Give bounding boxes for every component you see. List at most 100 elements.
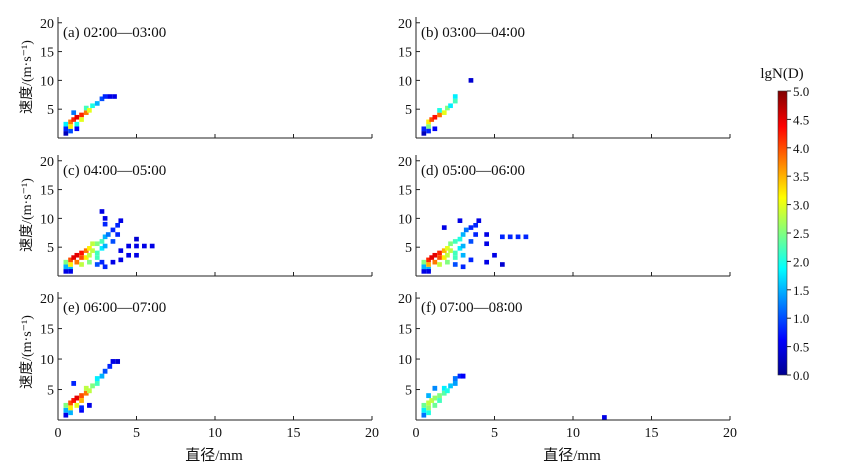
x-tick-label: 10 [566,426,580,441]
y-tick-label: 10 [398,212,412,227]
ylabel-row-3: 速度/(m·s⁻¹) [19,315,35,389]
heatmap-cell [421,269,427,274]
heatmap-cell [468,78,474,83]
heatmap-cell [71,255,77,260]
panel-a: 5 10 15 20 (a) 02∶00—03∶00 [40,17,373,139]
heatmap-cell [71,380,77,386]
heatmap-cell [118,257,124,263]
y-tick-label: 20 [40,292,54,307]
heatmap-cell [90,241,95,247]
heatmap-cell [515,234,521,240]
heatmap-cell [63,121,69,127]
heatmap-cell [426,400,431,406]
heatmap-cell [94,255,100,260]
heatmap-cell [112,94,117,99]
heatmap-cell [426,393,431,399]
heatmap-cell [90,383,95,389]
panel-label: (b) 03∶00—04∶00 [421,25,525,41]
heatmap-cell [426,405,431,411]
x-tick-label: 0 [55,426,62,441]
heatmap-cell [68,262,73,267]
colorbar-tick-label: 1.0 [793,311,809,326]
heatmap-cell [74,252,80,258]
heatmap-cell [90,103,95,109]
heatmap-cell [63,402,69,408]
heatmap-cell [421,126,427,132]
heatmap-cell [63,126,69,132]
y-tick-label: 10 [40,212,54,227]
heatmap-cell [448,383,453,389]
heatmap-cell [437,112,442,118]
colorbar-tick-label: 0.5 [793,340,809,355]
heatmap-cell [79,117,84,122]
y-tick-label: 15 [40,184,54,199]
colorbar-tick-label: 4.5 [793,112,809,127]
panel-e: 5 10 15 20 0 5 10 15 20 (e) 06∶00—07∶00 [40,292,379,441]
heatmap-cell [134,252,139,258]
heatmap-cell [460,264,466,270]
heatmap-cell [468,257,474,263]
heatmap-cell [83,110,89,115]
heatmap-cell [115,359,121,364]
heatmap-cell [87,402,92,408]
heatmap-cell [68,269,73,274]
heatmap-cell [602,415,607,420]
heatmap-cell [441,248,447,253]
x-tick-label: 20 [365,426,379,441]
heatmap-cell [476,218,482,223]
heatmap-cell [102,264,108,270]
heatmap-cell [102,94,108,99]
heatmap-cell [99,209,105,214]
heatmap-cell [441,255,447,260]
heatmap-cell [426,124,431,129]
heatmap-cell [452,94,458,99]
heatmap-cell [68,400,73,406]
heatmap-cell [110,227,116,233]
heatmap-cell [432,252,438,258]
xlabel-left: 直径/mm [185,447,243,464]
heatmap-cell [460,232,466,237]
y-tick-label: 15 [398,323,412,338]
heatmap-cell [421,407,427,413]
heatmap-cell [457,236,463,242]
colorbar-title: lgN(D) [760,66,803,82]
y-tick-label: 5 [47,241,54,256]
y-tick-label: 20 [398,292,412,307]
y-tick-label: 20 [40,17,54,32]
heatmap-cell [484,241,490,247]
heatmap-cell [149,243,155,249]
colorbar-gradient [777,90,788,376]
heatmap-cell [87,252,92,258]
heatmap-cell [473,222,479,228]
heatmap-cell [426,257,431,263]
heatmap-cell [452,98,458,104]
heatmap-cell [523,234,529,240]
ylabel-row-1: 速度/(m·s⁻¹) [19,40,35,114]
heatmap-cell [79,255,84,260]
heatmap-cell [421,131,427,136]
heatmap-cell [79,262,84,267]
heatmap-cell [499,262,505,267]
heatmap-cell [102,221,108,227]
colorbar-tick-label: 3.5 [793,169,809,184]
xlabel-right: 直径/mm [543,447,601,464]
y-tick-label: 20 [40,155,54,170]
panel-label: (d) 05∶00—06∶00 [421,163,525,179]
heatmap-cell [448,103,453,109]
heatmap-cell [107,94,113,99]
heatmap-cell [426,262,431,267]
y-tick-label: 5 [47,384,54,399]
heatmap-cell [115,222,121,228]
heatmap-cell [99,259,105,265]
heatmap-cell [74,259,80,265]
heatmap-cell [445,388,450,394]
heatmap-cell [437,108,442,113]
y-tick-label: 5 [405,384,412,399]
heatmap-cell [118,218,124,223]
colorbar-tick-label: 0.0 [793,368,809,383]
heatmap-cell [63,264,69,270]
heatmap-cell [102,368,108,374]
heatmap-cell [87,246,92,251]
heatmap-cell [134,243,139,249]
